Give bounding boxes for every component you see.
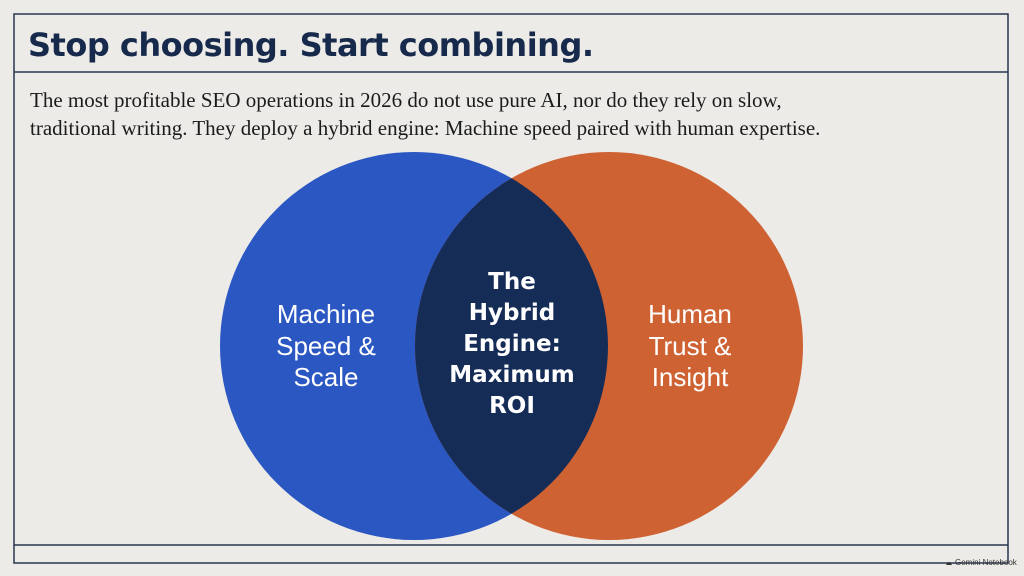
venn-center-label: Hybrid [469,300,555,326]
watermark: Gemini Notebook [955,558,1018,567]
title: Stop choosing. Start combining. [28,26,594,64]
venn-left-label: Scale [293,362,358,392]
venn-center-label: Engine: [463,331,561,357]
frame [13,13,1009,564]
venn-center-label: Maximum [449,362,574,388]
watermark-icon [946,562,952,565]
venn-right-label: Human [648,299,732,329]
intro-line: The most profitable SEO operations in 20… [30,88,782,112]
venn-overlap [415,152,608,540]
venn-right-label: Trust & [649,331,732,361]
venn-left-label: Machine [277,299,375,329]
venn-left-label: Speed & [276,331,376,361]
venn-center-label: The [488,269,536,295]
venn-center-label: ROI [489,393,535,419]
intro-line: traditional writing. They deploy a hybri… [30,116,820,140]
venn-right-label: Insight [652,362,729,392]
